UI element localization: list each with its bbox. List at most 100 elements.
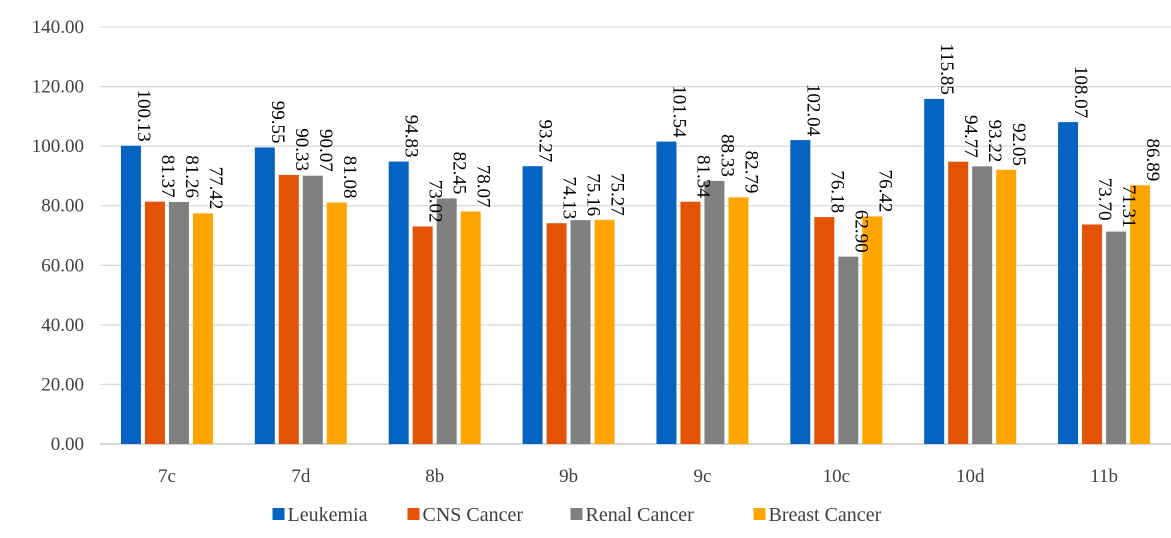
y-axis: 0.00 20.00 40.00 60.00 80.00 100.00 120.00 140.… (32, 17, 84, 455)
bar[interactable] (948, 161, 969, 445)
data-label: 81.08 (339, 156, 360, 199)
legend-swatch (272, 508, 285, 520)
data-label: 100.13 (133, 90, 154, 142)
y-tick-label: 100.00 (32, 136, 84, 157)
bar[interactable] (192, 213, 213, 444)
bar[interactable] (326, 202, 347, 444)
data-label: 92.05 (1008, 123, 1029, 166)
data-label: 102.04 (802, 84, 823, 137)
x-tick-label: 7d (291, 466, 311, 487)
x-tick-label: 9c (693, 466, 711, 487)
bar[interactable] (570, 220, 591, 444)
bar[interactable] (594, 219, 615, 444)
data-label: 82.79 (740, 151, 761, 194)
bar[interactable] (278, 174, 299, 444)
bar[interactable] (460, 211, 481, 444)
x-tick-label: 9b (559, 466, 578, 487)
legend-label: CNS Cancer (423, 504, 524, 526)
legend-item[interactable]: Renal Cancer (570, 504, 695, 526)
data-label: 77.42 (205, 167, 226, 210)
bar[interactable] (1058, 122, 1079, 445)
data-label: 73.70 (1094, 178, 1115, 221)
data-label: 94.83 (401, 115, 422, 158)
legend-item[interactable]: Breast Cancer (753, 504, 882, 526)
data-label: 82.45 (449, 152, 470, 195)
bar[interactable] (412, 226, 433, 444)
bar[interactable] (388, 161, 409, 445)
x-tick-label: 7c (158, 466, 176, 487)
x-axis: 7c 7d 8b 9b 9c 10c 10d 11b (158, 466, 1118, 487)
y-tick-label: 40.00 (41, 315, 84, 336)
data-label: 75.16 (583, 173, 604, 216)
data-label: 76.18 (826, 170, 847, 213)
legend: Leukemia CNS Cancer Renal Cancer Breast Can… (272, 504, 882, 526)
data-label: 94.77 (960, 115, 981, 158)
bar[interactable] (1082, 224, 1103, 444)
x-tick-label: 10d (956, 466, 985, 487)
data-label: 78.07 (473, 165, 494, 208)
bar[interactable] (120, 145, 141, 444)
bar[interactable] (1130, 185, 1151, 444)
bars (120, 98, 1151, 445)
data-label: 81.26 (181, 155, 202, 198)
bar[interactable] (790, 140, 811, 444)
data-label: 76.42 (874, 170, 895, 213)
bar[interactable] (144, 201, 165, 444)
bar[interactable] (168, 201, 189, 444)
data-label: 81.34 (692, 155, 713, 198)
legend-label: Leukemia (288, 504, 368, 526)
y-tick-label: 20.00 (41, 374, 84, 395)
data-label: 99.55 (267, 101, 288, 144)
x-tick-label: 10c (823, 466, 850, 487)
bar[interactable] (704, 180, 725, 445)
bar[interactable] (838, 256, 859, 444)
x-tick-label: 11b (1090, 466, 1118, 487)
data-label: 74.13 (559, 176, 580, 219)
data-label: 101.54 (668, 85, 689, 138)
data-label: 108.07 (1070, 66, 1091, 118)
bar[interactable] (1106, 231, 1127, 444)
bar[interactable] (680, 201, 701, 444)
bar[interactable] (814, 217, 835, 444)
data-label: 90.33 (291, 128, 312, 171)
bar[interactable] (656, 141, 677, 445)
data-label: 81.37 (157, 155, 178, 198)
legend-label: Renal Cancer (586, 504, 695, 526)
legend-item[interactable]: Leukemia (272, 504, 368, 526)
y-tick-label: 0.00 (51, 434, 84, 455)
bar[interactable] (728, 197, 749, 444)
data-label: 115.85 (936, 43, 957, 95)
data-label: 90.07 (315, 129, 336, 172)
data-label: 62.90 (850, 210, 871, 253)
data-label: 93.27 (535, 119, 556, 162)
data-label: 93.22 (984, 120, 1005, 163)
bar[interactable] (254, 147, 275, 444)
data-label: 71.31 (1118, 185, 1139, 228)
data-label: 75.27 (607, 173, 628, 216)
data-label: 73.02 (425, 180, 446, 223)
y-tick-label: 60.00 (41, 255, 84, 276)
bar[interactable] (862, 216, 883, 444)
y-tick-label: 140.00 (32, 17, 84, 38)
legend-swatch (570, 508, 583, 520)
x-tick-label: 8b (425, 466, 444, 487)
y-tick-label: 120.00 (32, 77, 84, 98)
bar[interactable] (996, 169, 1017, 444)
data-label: 88.33 (716, 134, 737, 177)
gridlines (100, 26, 1171, 445)
bar[interactable] (436, 198, 457, 444)
y-tick-label: 80.00 (41, 196, 84, 217)
legend-swatch (753, 508, 766, 520)
bar[interactable] (546, 223, 567, 444)
data-label: 86.89 (1142, 138, 1163, 181)
bar[interactable] (302, 175, 323, 444)
legend-label: Breast Cancer (769, 504, 882, 526)
bar[interactable] (924, 98, 945, 445)
bar[interactable] (522, 166, 543, 444)
bar[interactable] (972, 166, 993, 444)
legend-swatch (407, 508, 420, 520)
legend-item[interactable]: CNS Cancer (407, 504, 524, 526)
